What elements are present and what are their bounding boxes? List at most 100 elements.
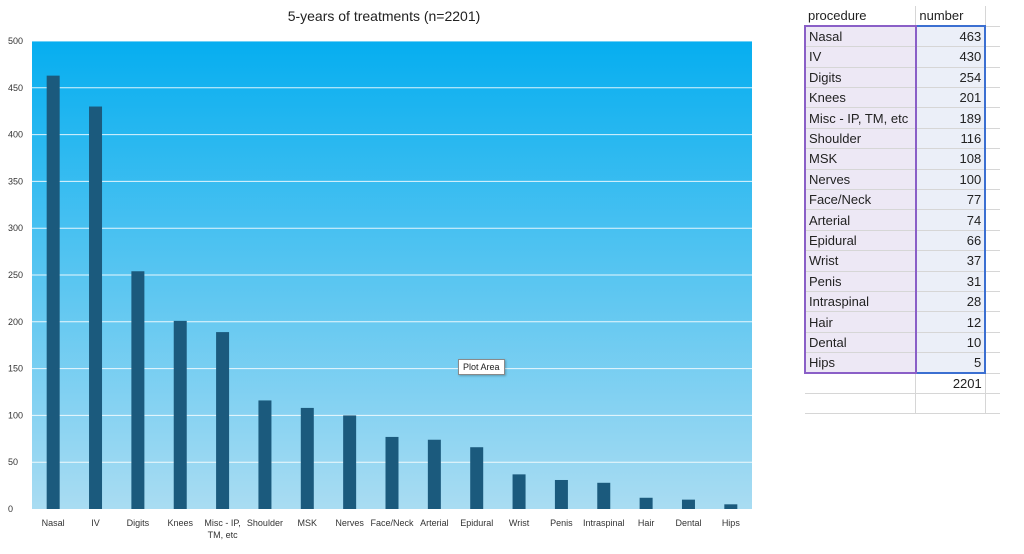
number-cell[interactable]: 10 <box>915 332 987 354</box>
bar[interactable] <box>46 75 60 509</box>
empty-cell[interactable] <box>805 373 917 394</box>
bar[interactable] <box>258 400 272 509</box>
number-cell[interactable]: 463 <box>915 25 987 48</box>
empty-cell[interactable] <box>985 209 1000 231</box>
table-row: Hips 5 <box>804 352 1000 375</box>
empty-cell[interactable] <box>985 271 1000 292</box>
procedure-cell[interactable]: Wrist <box>804 250 917 272</box>
empty-cell[interactable] <box>985 169 1000 191</box>
empty-cell[interactable] <box>805 393 917 415</box>
empty-cell[interactable] <box>915 393 986 415</box>
spreadsheet-table[interactable]: procedure number Nasal 463 IV 430 Digits 254 K… <box>804 6 1000 415</box>
table-row: Penis 31 <box>804 271 1000 292</box>
empty-cell[interactable] <box>985 26 1000 48</box>
procedure-cell[interactable]: IV <box>804 46 917 68</box>
procedure-cell[interactable]: Penis <box>804 271 917 292</box>
bar[interactable] <box>385 436 399 509</box>
bar[interactable] <box>597 482 611 509</box>
number-cell[interactable]: 100 <box>915 169 987 191</box>
empty-cell[interactable] <box>985 291 1000 313</box>
empty-cell[interactable] <box>985 393 1000 415</box>
number-cell[interactable]: 201 <box>915 87 987 109</box>
bar[interactable] <box>89 106 103 510</box>
procedure-cell[interactable]: Misc - IP, TM, etc <box>804 107 917 129</box>
empty-cell[interactable] <box>985 107 1000 129</box>
y-tick-label: 200 <box>8 317 23 327</box>
bar[interactable] <box>724 504 738 509</box>
bar[interactable] <box>343 415 357 509</box>
x-tick-label: Hips <box>722 518 741 528</box>
header-procedure[interactable]: procedure <box>805 6 917 27</box>
empty-cell[interactable] <box>985 250 1000 272</box>
empty-cell[interactable] <box>985 373 1000 394</box>
number-cell[interactable]: 28 <box>915 291 987 313</box>
bar[interactable] <box>300 407 314 509</box>
bar-chart[interactable]: 5-years of treatments (n=2201) 0 50 100 150… <box>0 0 790 554</box>
number-cell[interactable]: 37 <box>915 250 987 272</box>
procedure-cell[interactable]: Hips <box>804 352 917 375</box>
bar[interactable] <box>470 447 484 509</box>
empty-cell[interactable] <box>985 128 1000 150</box>
chart-canvas[interactable]: 5-years of treatments (n=2201) 0 50 100 150… <box>0 0 790 554</box>
procedure-cell[interactable]: Epidural <box>804 230 917 252</box>
y-tick-label: 150 <box>8 364 23 374</box>
bar[interactable] <box>512 474 526 509</box>
empty-cell[interactable] <box>985 311 1000 333</box>
number-cell[interactable]: 31 <box>915 271 987 292</box>
bar[interactable] <box>173 320 187 509</box>
table-row: Dental 10 <box>804 332 1000 354</box>
procedure-cell[interactable]: Arterial <box>804 209 917 231</box>
number-cell[interactable]: 66 <box>915 230 987 252</box>
procedure-cell[interactable]: Nerves <box>804 169 917 191</box>
bar[interactable] <box>554 479 568 509</box>
x-tick-label: Penis <box>550 518 573 528</box>
empty-cell[interactable] <box>985 148 1000 170</box>
bar[interactable] <box>427 439 441 509</box>
table-row: Shoulder 116 <box>804 128 1000 150</box>
empty-cell[interactable] <box>985 46 1000 68</box>
x-tick-label: Face/Neck <box>370 518 414 528</box>
number-cell[interactable]: 116 <box>915 128 987 150</box>
empty-cell[interactable] <box>985 332 1000 354</box>
procedure-cell[interactable]: Knees <box>804 87 917 109</box>
procedure-cell[interactable]: Nasal <box>804 25 917 48</box>
procedure-cell[interactable]: Digits <box>804 67 917 89</box>
number-cell[interactable]: 77 <box>915 189 987 211</box>
header-number[interactable]: number <box>915 6 986 27</box>
x-tick-label: Hair <box>638 518 655 528</box>
bar[interactable] <box>639 497 653 509</box>
bar[interactable] <box>131 271 145 509</box>
table-row: Epidural 66 <box>804 230 1000 252</box>
y-tick-label: 450 <box>8 83 23 93</box>
procedure-cell[interactable]: Face/Neck <box>804 189 917 211</box>
number-cell[interactable]: 74 <box>915 209 987 231</box>
procedure-cell[interactable]: Dental <box>804 332 917 354</box>
empty-cell[interactable] <box>985 352 1000 374</box>
total-cell[interactable]: 2201 <box>915 373 986 394</box>
x-tick-label: Dental <box>675 518 701 528</box>
empty-cell[interactable] <box>985 67 1000 89</box>
procedure-cell[interactable]: Hair <box>804 311 917 333</box>
bar[interactable] <box>216 332 230 509</box>
number-cell[interactable]: 108 <box>915 148 987 170</box>
empty-cell[interactable] <box>985 87 1000 109</box>
number-cell[interactable]: 189 <box>915 107 987 129</box>
y-tick-label: 350 <box>8 176 23 186</box>
y-axis: 0 50 100 150 200 250 300 350 400 450 500 <box>8 36 23 514</box>
empty-cell[interactable] <box>985 6 1000 27</box>
procedure-cell[interactable]: MSK <box>804 148 917 170</box>
empty-cell[interactable] <box>985 230 1000 252</box>
procedure-cell[interactable]: Intraspinal <box>804 291 917 313</box>
y-tick-label: 50 <box>8 457 18 467</box>
number-cell[interactable]: 12 <box>915 311 987 333</box>
procedure-cell[interactable]: Shoulder <box>804 128 917 150</box>
x-tick-label: Shoulder <box>247 518 283 528</box>
bar[interactable] <box>681 499 695 509</box>
number-cell[interactable]: 254 <box>915 67 987 89</box>
y-tick-label: 0 <box>8 504 13 514</box>
table-row: MSK 108 <box>804 148 1000 170</box>
x-tick-label: MSK <box>298 518 318 528</box>
number-cell[interactable]: 5 <box>915 352 987 375</box>
empty-cell[interactable] <box>985 189 1000 211</box>
number-cell[interactable]: 430 <box>915 46 987 68</box>
